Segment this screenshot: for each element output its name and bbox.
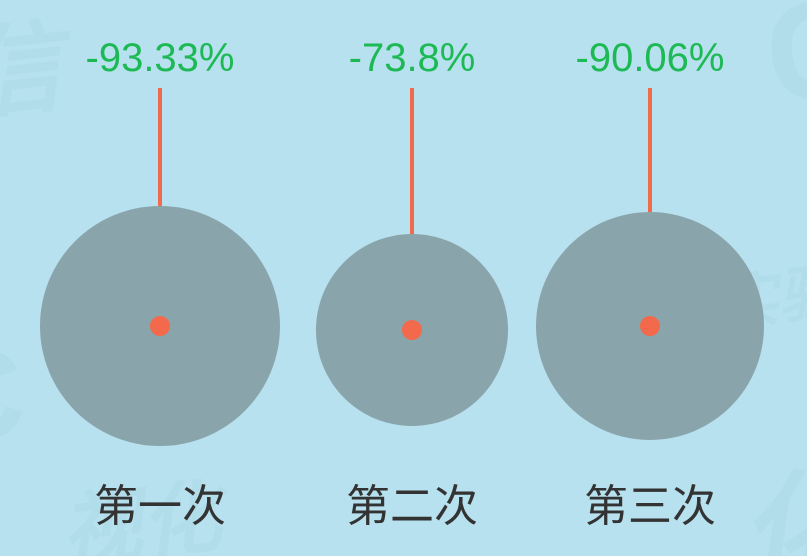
pct-label: -93.33%	[86, 36, 235, 81]
category-label: 第二次	[346, 470, 478, 534]
center-dot	[150, 316, 170, 336]
center-dot	[640, 316, 660, 336]
center-dot	[402, 320, 422, 340]
category-label: 第一次	[94, 470, 226, 534]
chart-items: -93.33% 第一次 -73.8% 第二次 -90.06% 第三次	[0, 0, 807, 556]
pct-label: -73.8%	[349, 36, 476, 81]
pct-label: -90.06%	[576, 36, 725, 81]
category-label: 第三次	[584, 470, 716, 534]
